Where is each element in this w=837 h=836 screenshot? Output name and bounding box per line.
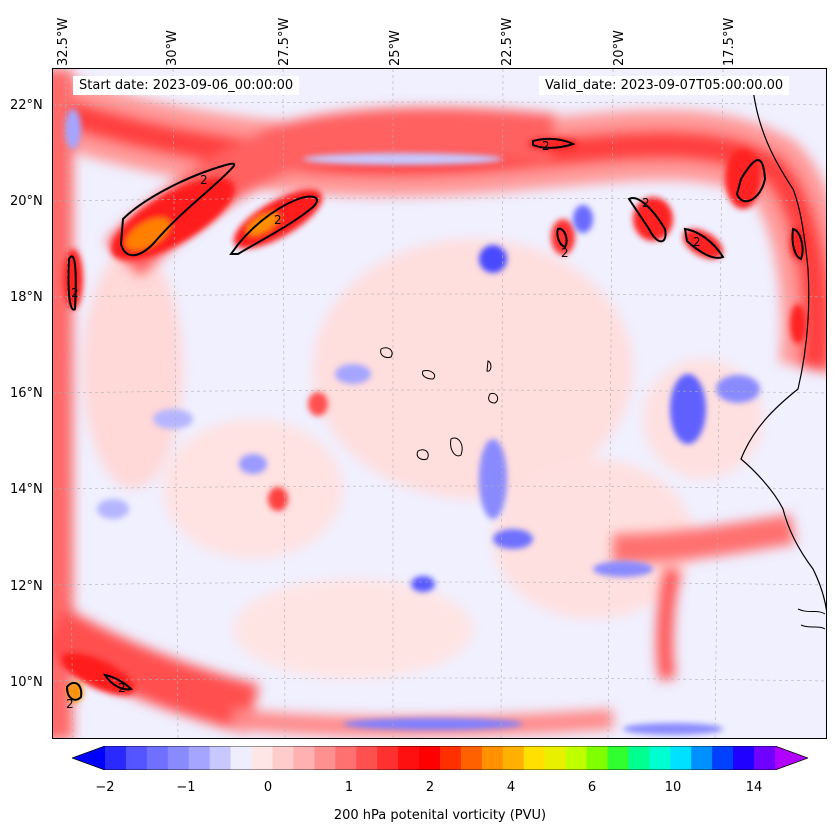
colorbar-swatch	[712, 746, 734, 770]
pv-field	[53, 69, 826, 738]
colorbar-swatch	[356, 746, 378, 770]
colorbar-tick-label: 4	[506, 780, 516, 795]
colorbar-swatch	[670, 746, 692, 770]
colorbar-swatch	[314, 746, 336, 770]
colorbar-swatch	[209, 746, 232, 770]
colorbar-tick-label: 10	[664, 780, 682, 795]
colorbar-swatch	[502, 746, 525, 770]
lat-label: 20°N	[10, 194, 43, 209]
colorbar-extend-high	[775, 746, 808, 770]
colorbar-swatch	[691, 746, 713, 770]
lon-label: 20°W	[612, 30, 627, 66]
lon-label: 30°W	[165, 30, 180, 66]
colorbar-swatch	[146, 746, 169, 770]
lon-label: 32.5°W	[56, 17, 71, 66]
colorbar-swatch	[607, 746, 629, 770]
colorbar-swatch	[419, 746, 441, 770]
colorbar-tick-label: 2	[425, 780, 435, 795]
colorbar-swatch	[460, 746, 483, 770]
lat-label: 10°N	[10, 675, 43, 690]
contour-label: 2	[542, 139, 550, 153]
contour-label: 2	[693, 235, 701, 249]
colorbar-swatch	[523, 746, 546, 770]
colorbar-swatch	[251, 746, 273, 770]
colorbar-tick-label: −1	[176, 780, 196, 795]
colorbar-swatch	[565, 746, 588, 770]
lat-label: 12°N	[10, 579, 43, 594]
colorbar-tick-label: 1	[344, 780, 354, 795]
pv-map	[52, 68, 827, 739]
start-date-label: Start date: 2023-09-06_00:00:00	[73, 76, 300, 95]
colorbar-swatch	[544, 746, 567, 770]
contour-label: 2	[66, 697, 74, 711]
colorbar-swatch	[649, 746, 671, 770]
lat-label: 14°N	[10, 482, 43, 497]
contour-label: 2	[561, 246, 569, 260]
colorbar-tick-label: −2	[95, 780, 115, 795]
colorbar-swatch	[628, 746, 650, 770]
colorbar-swatch	[481, 746, 504, 770]
colorbar-tick-label: 14	[745, 780, 763, 795]
colorbar-swatch	[733, 746, 755, 770]
colorbar-swatch	[754, 746, 776, 770]
cape-verde-islands	[380, 347, 499, 460]
lon-label: 27.5°W	[277, 17, 292, 66]
contour-label: 2	[71, 286, 79, 300]
contour-label: 2	[200, 173, 208, 187]
colorbar-swatch	[377, 746, 399, 770]
colorbar-title: 200 hPa potenital vorticity (PVU)	[333, 808, 547, 823]
lon-label: 17.5°W	[722, 17, 737, 66]
lat-label: 18°N	[10, 290, 43, 305]
graticule	[53, 69, 826, 738]
colorbar-swatch	[230, 746, 253, 770]
colorbar-svg	[70, 745, 810, 771]
lon-label: 25°W	[388, 30, 403, 66]
colorbar-swatch	[188, 746, 211, 770]
contour-label: 2	[274, 213, 282, 227]
pv-2-contours	[65, 137, 804, 701]
colorbar-swatch	[586, 746, 608, 770]
colorbar-swatch	[293, 746, 315, 770]
lat-label: 22°N	[10, 98, 43, 113]
colorbar-tick-label: 0	[263, 780, 273, 795]
colorbar-swatch	[272, 746, 294, 770]
lat-label: 16°N	[10, 386, 43, 401]
contour-label: 2	[642, 196, 650, 210]
lon-label: 22.5°W	[500, 17, 515, 66]
colorbar-extend-low	[72, 746, 105, 770]
contour-label: 2	[118, 681, 126, 695]
colorbar-swatch	[335, 746, 357, 770]
colorbar-swatch	[440, 746, 462, 770]
colorbar-tick-label: 6	[587, 780, 597, 795]
colorbar-swatch	[167, 746, 190, 770]
weak-positive-patches	[83, 239, 763, 679]
coastline-detail	[797, 608, 826, 630]
colorbar-swatch	[105, 746, 127, 770]
colorbar	[70, 745, 810, 771]
colorbar-swatch	[125, 746, 148, 770]
valid-date-label: Valid_date: 2023-09-07T05:00:00.00	[539, 76, 790, 95]
africa-coastline	[740, 88, 826, 612]
colorbar-swatch	[398, 746, 420, 770]
